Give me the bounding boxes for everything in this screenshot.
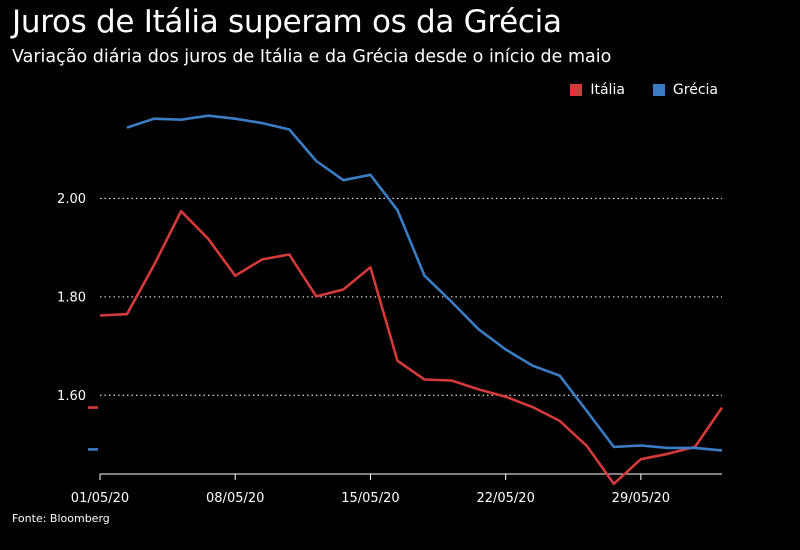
- x-tick-label: 08/05/20: [206, 491, 264, 506]
- x-tick-label: 01/05/20: [71, 491, 129, 506]
- legend-label-grecia: Grécia: [672, 82, 718, 98]
- chart-subtitle: Variação diária dos juros de Itália e da…: [12, 47, 612, 67]
- x-tick-label: 22/05/20: [476, 491, 534, 506]
- legend-swatch-italia: [570, 84, 583, 96]
- legend-label-italia: Itália: [590, 82, 625, 98]
- y-tick-label: 1.60: [57, 389, 86, 404]
- x-tick-label: 29/05/20: [612, 491, 670, 506]
- legend-swatch-grecia: [652, 84, 665, 96]
- x-tick-label: 15/05/20: [341, 491, 399, 506]
- legend-item-grecia: Grécia: [652, 82, 718, 98]
- source-note: Fonte: Bloomberg: [12, 512, 110, 525]
- chart-title: Juros de Itália superam os da Grécia: [12, 4, 562, 40]
- legend: Itália Grécia: [570, 82, 718, 98]
- y-tick-label: 2.00: [57, 192, 86, 207]
- series-line-grecia: [126, 114, 723, 452]
- y-tick-label: 1.80: [57, 290, 86, 305]
- series-line-italia: [99, 209, 724, 486]
- legend-item-italia: Itália: [570, 82, 625, 98]
